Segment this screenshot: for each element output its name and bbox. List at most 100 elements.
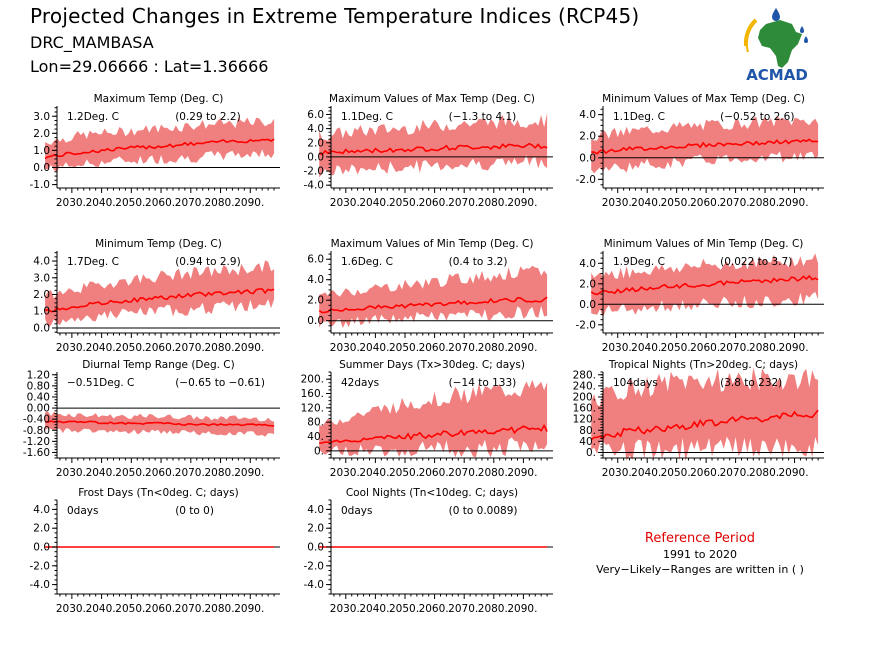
x-tick-label: 2030.: [56, 467, 86, 479]
median-line: [319, 423, 548, 445]
x-tick-label: 2040.: [86, 197, 116, 209]
y-tick-label: 4.0: [307, 123, 324, 135]
y-tick-label: -1.20: [23, 436, 50, 448]
x-tick-label: 2060.: [145, 197, 175, 209]
y-tick-label: 0.0: [307, 315, 324, 327]
y-tick-label: 0.0: [579, 299, 596, 311]
chart-panel-7: 2030. 2040. 2050. 2060. 2070. 2080. 2090. -1.60…: [23, 359, 280, 479]
y-tick-label: -1.60: [23, 447, 50, 459]
x-tick-label: 2040.: [86, 342, 116, 354]
x-tick-label: 2030.: [602, 197, 632, 209]
water-drop-icon: [772, 8, 780, 21]
y-tick-label: 4.0: [579, 109, 596, 121]
y-tick-label: 0.80: [27, 380, 50, 392]
y-tick-label: 40.: [307, 431, 324, 443]
x-tick-label: 2050.: [661, 467, 691, 479]
x-tick-label: 2080.: [478, 467, 508, 479]
panel-title: Maximum Temp (Deg. C): [94, 93, 224, 105]
panel-range-value: (0.4 to 3.2): [449, 256, 508, 268]
x-tick-label: 2050.: [389, 197, 419, 209]
x-tick-label: 2030.: [330, 603, 360, 615]
chart-panel-9: 2030. 2040. 2050. 2060. 2070. 2080. 2090. 0.40.…: [573, 359, 824, 479]
panel-summary-value: 1.7Deg. C: [67, 256, 119, 268]
x-tick-label: 2070.: [448, 197, 478, 209]
x-tick-label: 2090.: [779, 467, 809, 479]
x-tick-label: 2090.: [234, 197, 264, 209]
y-tick-label: 80.: [579, 425, 596, 437]
y-tick-label: 4.0: [307, 504, 324, 516]
y-tick-label: 160.: [301, 388, 324, 400]
x-tick-label: 2050.: [661, 197, 691, 209]
y-tick-label: 1.20: [27, 369, 50, 381]
chart-panel-10: 2030. 2040. 2050. 2060. 2070. 2080. 2090. -4.0 -…: [30, 487, 280, 615]
very-likely-ranges-note: Very−Likely−Ranges are written in ( ): [596, 563, 804, 576]
y-tick-label: 2.0: [33, 289, 50, 301]
y-tick-label: 0.0: [307, 151, 324, 163]
x-tick-label: 2060.: [690, 342, 720, 354]
y-tick-label: 2.0: [307, 137, 324, 149]
x-tick-label: 2030.: [56, 197, 86, 209]
x-tick-label: 2060.: [419, 603, 449, 615]
y-tick-label: 80.: [307, 417, 324, 429]
panel-summary-value: 1.1Deg. C: [613, 111, 665, 123]
median-line: [591, 138, 819, 155]
uncertainty-band: [45, 411, 275, 437]
acmad-logo: ACMAD: [743, 8, 808, 84]
y-tick-label: 4.0: [579, 258, 596, 270]
x-tick-label: 2050.: [115, 603, 145, 615]
panel-summary-value: 104days: [613, 377, 658, 389]
uncertainty-band: [319, 265, 548, 329]
panel-title: Maximum Values of Max Temp (Deg. C): [329, 93, 535, 105]
panel-range-value: (0.29 to 2.2): [175, 111, 241, 123]
panel-summary-value: 42days: [341, 377, 379, 389]
panel-range-value: (−0.65 to −0.61): [175, 377, 265, 389]
y-tick-label: 200.: [573, 391, 596, 403]
panel-range-value: (0.94 to 2.9): [175, 256, 241, 268]
y-tick-label: 4.0: [33, 504, 50, 516]
x-tick-label: 2090.: [234, 342, 264, 354]
y-tick-label: 2.0: [33, 523, 50, 535]
median-line: [590, 409, 819, 441]
x-tick-label: 2050.: [389, 342, 419, 354]
panel-title: Frost Days (Tn<0deg. C; days): [78, 487, 238, 499]
x-tick-label: 2080.: [205, 603, 235, 615]
panel-title: Cool Nights (Tn<10deg. C; days): [346, 487, 518, 499]
x-tick-label: 2070.: [175, 467, 205, 479]
y-tick-label: 0.40: [27, 391, 50, 403]
x-tick-label: 2060.: [145, 603, 175, 615]
y-tick-label: -0.80: [23, 425, 50, 437]
y-tick-label: -4.0: [304, 180, 325, 192]
x-tick-label: 2080.: [478, 342, 508, 354]
reference-period-years: 1991 to 2020: [662, 548, 738, 561]
y-tick-label: -1.0: [30, 179, 51, 191]
y-tick-label: 0.0: [33, 322, 50, 334]
y-tick-label: 2.0: [579, 131, 596, 143]
x-tick-label: 2030.: [602, 342, 632, 354]
uncertainty-band: [45, 260, 275, 327]
y-tick-label: -4.0: [30, 579, 51, 591]
y-tick-label: 1.0: [33, 306, 50, 318]
uncertainty-band: [319, 113, 548, 178]
panel-range-value: (−14 to 133): [449, 377, 517, 389]
station-coordinates: Lon=29.06666 : Lat=1.36666: [30, 57, 269, 76]
median-line: [44, 138, 275, 160]
y-tick-label: -4.0: [304, 579, 325, 591]
x-tick-label: 2080.: [749, 467, 779, 479]
x-tick-label: 2030.: [330, 467, 360, 479]
median-line: [44, 420, 275, 427]
y-tick-label: -0.40: [23, 414, 50, 426]
y-tick-label: 160.: [573, 403, 596, 415]
y-tick-label: 4.0: [33, 256, 50, 268]
x-tick-label: 2090.: [779, 197, 809, 209]
y-tick-label: 2.0: [579, 278, 596, 290]
panel-summary-value: 1.2Deg. C: [67, 111, 119, 123]
y-tick-label: 6.0: [307, 109, 324, 121]
x-tick-label: 2070.: [720, 342, 750, 354]
x-tick-label: 2050.: [115, 342, 145, 354]
x-tick-label: 2080.: [749, 197, 779, 209]
x-tick-label: 2030.: [602, 467, 632, 479]
x-tick-label: 2040.: [631, 197, 661, 209]
x-tick-label: 2050.: [389, 603, 419, 615]
chart-panel-4: 2030. 2040. 2050. 2060. 2070. 2080. 2090. 0.0 1.…: [33, 238, 280, 354]
y-tick-label: 2.0: [33, 128, 50, 140]
